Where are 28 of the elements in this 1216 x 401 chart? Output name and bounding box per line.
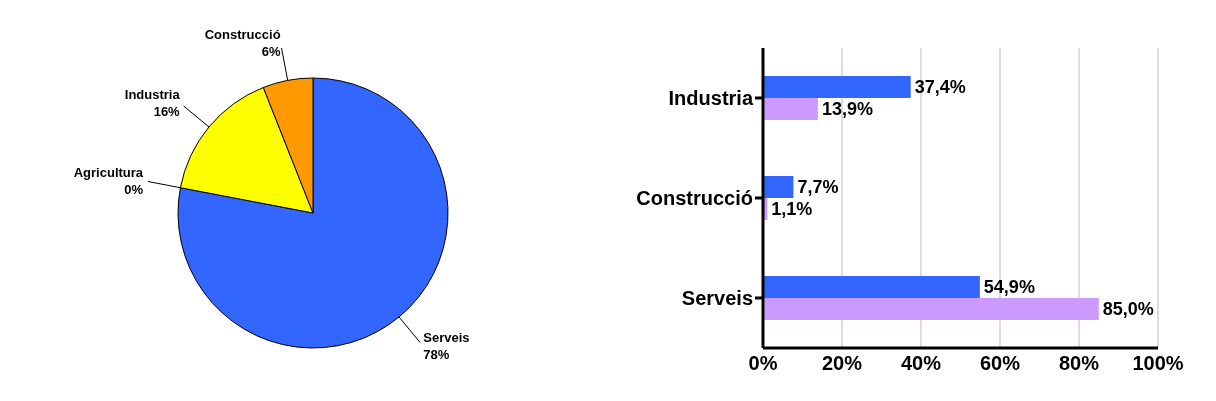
y-tick-label: Serveis — [681, 287, 753, 310]
data-label: 1,1% — [771, 199, 813, 219]
bar — [763, 176, 794, 198]
x-tick-label: 80% — [1058, 352, 1100, 375]
slice-label: Serveis — [423, 330, 470, 346]
x-tick-label: 0% — [748, 352, 778, 375]
x-tick-label: 60% — [979, 352, 1021, 375]
bar — [763, 98, 818, 120]
y-tick-label: Industria — [668, 87, 754, 110]
data-label: 37,4% — [914, 77, 966, 97]
data-label: 16% — [153, 103, 181, 119]
bar — [763, 298, 1099, 320]
bar — [763, 76, 911, 98]
text: 0% — [124, 181, 144, 197]
y-tick-label: Construcció — [636, 187, 753, 210]
data-label: 54,9% — [983, 277, 1035, 297]
x-tick-label: 20% — [821, 352, 863, 375]
x-tick-label: 40% — [900, 352, 942, 375]
x-tick-label: 100% — [1132, 352, 1184, 375]
data-label: 85,0% — [1102, 299, 1154, 319]
data-label: 6% — [261, 44, 282, 60]
data-label: 7,7% — [797, 177, 839, 197]
slice-label: Industria — [124, 86, 181, 102]
category-label: Agricultura — [73, 164, 144, 180]
data-label: 78% — [423, 347, 450, 363]
bar — [763, 276, 980, 298]
slice-label: Construcció — [204, 27, 281, 43]
data-label: 13,9% — [821, 99, 873, 119]
